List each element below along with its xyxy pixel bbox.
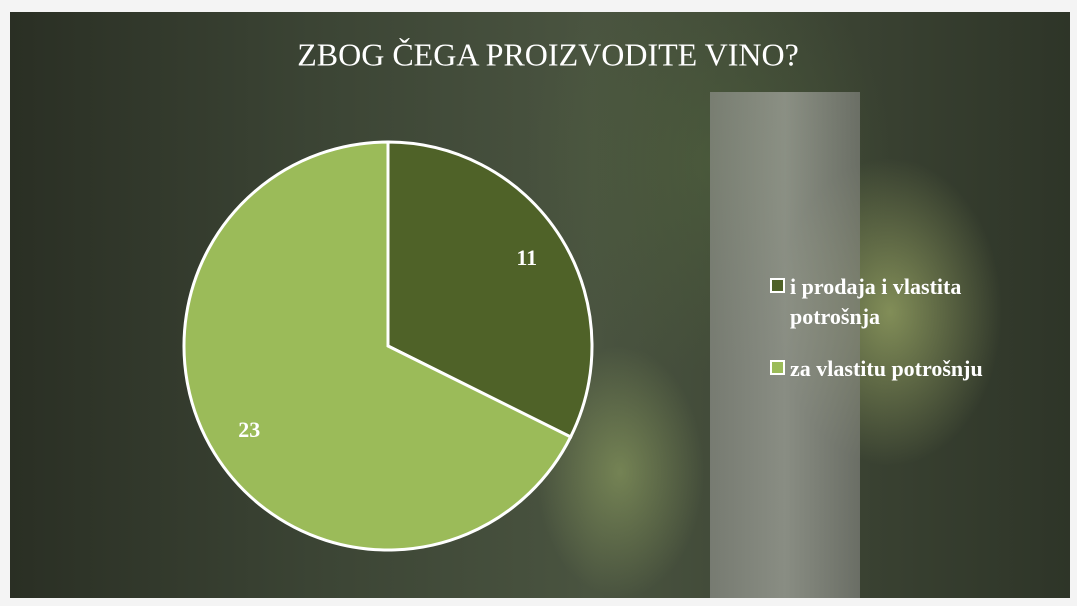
legend-entry: i prodaja i vlastita potrošnja xyxy=(770,272,1050,332)
legend-key xyxy=(770,278,785,293)
chart-title: ZBOG ČEGA PROIZVODITE VINO? xyxy=(297,36,799,72)
background-post xyxy=(710,92,860,598)
data-label: 23 xyxy=(238,417,260,442)
data-label: 11 xyxy=(516,245,537,270)
legend-key xyxy=(770,360,785,375)
pie-slice xyxy=(386,140,594,439)
legend-label: za vlastitu potrošnju xyxy=(790,356,983,381)
legend-label: i prodaja i vlastita potrošnja xyxy=(790,274,962,329)
legend: i prodaja i vlastita potrošnja za vlastit… xyxy=(770,272,1050,406)
legend-entry: za vlastitu potrošnju xyxy=(770,354,1050,384)
pie-slice xyxy=(182,140,573,552)
